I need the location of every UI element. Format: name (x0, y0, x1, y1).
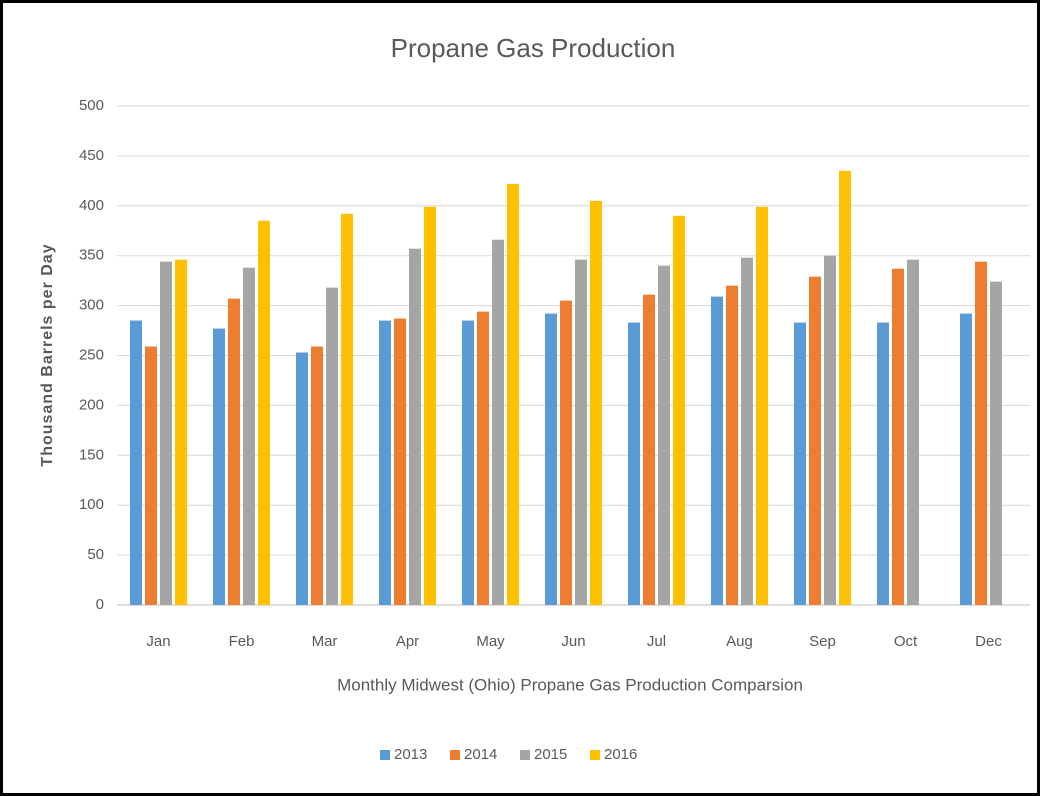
bar (175, 259, 187, 605)
y-tick-label: 0 (96, 596, 104, 613)
bar (394, 318, 406, 605)
y-tick-label: 150 (79, 446, 104, 463)
legend-swatch (380, 750, 390, 760)
bar (575, 259, 587, 605)
bar (658, 265, 670, 605)
y-tick-label: 400 (79, 197, 104, 214)
x-tick-label: Sep (809, 633, 836, 650)
x-tick-label: Jan (146, 633, 170, 650)
y-axis-title: Thousand Barrels per Day (39, 243, 56, 466)
y-tick-label: 200 (79, 396, 104, 413)
y-tick-label: 50 (87, 546, 104, 563)
bar (311, 346, 323, 605)
bar (507, 183, 519, 605)
x-tick-label: Oct (894, 633, 918, 650)
legend-label: 2014 (464, 746, 497, 763)
bar (673, 215, 685, 605)
legend-swatch (520, 750, 530, 760)
bar (756, 206, 768, 605)
bar (243, 267, 255, 605)
bar (560, 300, 572, 605)
y-tick-label: 500 (79, 97, 104, 114)
bar (409, 248, 421, 606)
bar (379, 320, 391, 605)
x-tick-label: Aug (726, 633, 753, 650)
y-tick-label: 350 (79, 247, 104, 264)
bar (590, 200, 602, 605)
bar (960, 313, 972, 605)
bar (975, 261, 987, 605)
bar (809, 276, 821, 605)
bar (839, 170, 851, 605)
bar (907, 259, 919, 605)
bar (726, 285, 738, 605)
bar (628, 322, 640, 605)
bar (130, 320, 142, 605)
legend-label: 2016 (604, 746, 637, 763)
x-tick-label: Apr (396, 633, 419, 650)
x-tick-label: Feb (229, 633, 255, 650)
bar (213, 328, 225, 605)
y-tick-label: 300 (79, 297, 104, 314)
bar (892, 268, 904, 605)
bar (741, 257, 753, 605)
bar (477, 311, 489, 605)
bar (462, 320, 474, 605)
bar (877, 322, 889, 605)
bar (145, 346, 157, 605)
bar (545, 313, 557, 605)
legend-label: 2015 (534, 746, 567, 763)
bar (258, 220, 270, 605)
bar (296, 352, 308, 605)
bar (990, 281, 1002, 605)
bar (643, 294, 655, 605)
x-tick-label: Jun (561, 633, 585, 650)
bar (326, 287, 338, 605)
bar (341, 213, 353, 605)
x-tick-label: Mar (312, 633, 338, 650)
legend-swatch (450, 750, 460, 760)
bar (228, 298, 240, 605)
bar (492, 239, 504, 605)
y-tick-label: 100 (79, 496, 104, 513)
bar (824, 255, 836, 605)
x-axis-title: Monthly Midwest (Ohio) Propane Gas Produ… (337, 675, 803, 694)
y-tick-label: 450 (79, 147, 104, 164)
x-tick-label: May (476, 633, 505, 650)
y-tick-label: 250 (79, 346, 104, 363)
legend-swatch (590, 750, 600, 760)
bar (424, 206, 436, 605)
bar (794, 322, 806, 605)
legend-label: 2013 (394, 746, 427, 763)
chart-title: Propane Gas Production (391, 33, 676, 63)
bar (711, 296, 723, 605)
bar (160, 261, 172, 605)
x-tick-label: Dec (975, 633, 1002, 650)
x-tick-label: Jul (647, 633, 666, 650)
